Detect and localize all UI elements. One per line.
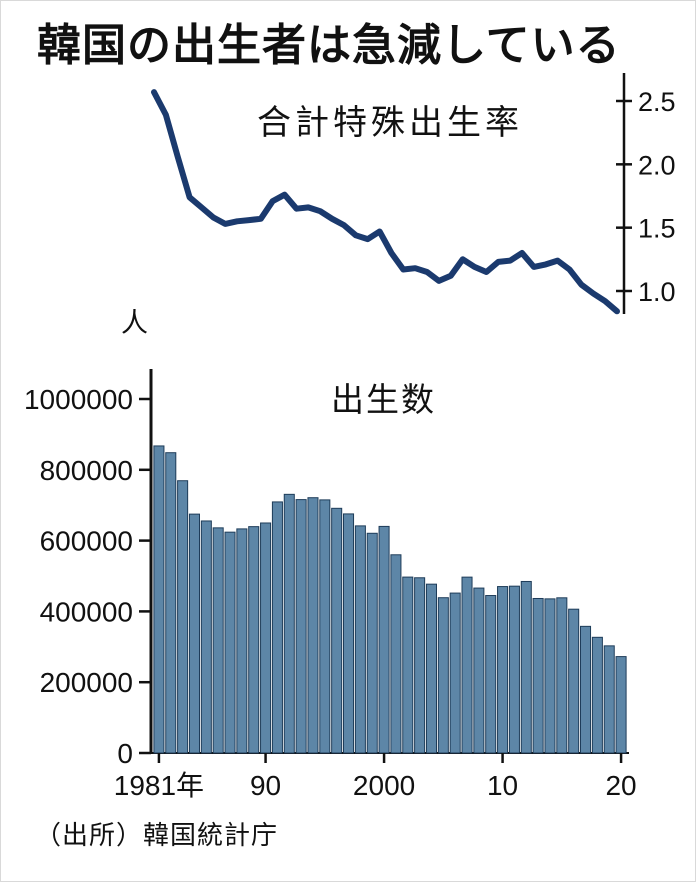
births-bar	[224, 531, 236, 754]
births-bar	[461, 576, 473, 754]
births-bar	[260, 522, 272, 754]
births-bar	[544, 598, 556, 754]
births-chart-title: 出生数	[331, 381, 436, 418]
births-bar	[354, 525, 366, 754]
births-bar	[200, 520, 212, 754]
births-bar	[615, 656, 627, 754]
births-bar	[449, 592, 461, 754]
source-note: （出所）韓国統計庁	[35, 820, 279, 850]
births-bar	[212, 527, 224, 754]
births-y-tick-label: 1000000	[24, 384, 133, 415]
births-bar	[271, 501, 283, 754]
births-bar	[343, 513, 355, 754]
figure-title: 韓国の出生者は急減している	[37, 21, 621, 70]
births-bar	[248, 526, 260, 754]
births-bar	[603, 645, 615, 754]
births-bar	[378, 525, 390, 754]
births-bar	[366, 532, 378, 754]
births-bar	[153, 445, 165, 754]
births-y-tick-label: 0	[117, 738, 133, 769]
births-bar	[402, 576, 414, 754]
fertility-y-tick-label: 1.5	[638, 214, 676, 244]
births-bar	[580, 625, 592, 754]
births-y-tick-label: 600000	[40, 526, 133, 557]
births-bar	[425, 583, 438, 754]
births-bar	[414, 577, 426, 754]
births-bar	[307, 497, 319, 754]
births-bar	[295, 499, 307, 754]
births-y-tick-label: 400000	[40, 596, 133, 627]
births-bar	[188, 513, 200, 754]
births-bar	[473, 587, 485, 754]
births-bar	[591, 636, 603, 754]
births-bar	[437, 597, 449, 754]
births-bar	[497, 586, 509, 754]
births-bar	[331, 507, 343, 754]
births-y-tick-label: 800000	[40, 455, 133, 486]
births-x-tick-label: 10	[487, 770, 518, 801]
fertility-chart-title: 合計特殊出生率	[257, 104, 523, 142]
births-x-tick-label: 1981年	[114, 770, 204, 801]
births-x-tick-label: 90	[250, 770, 281, 801]
fertility-line	[151, 89, 620, 315]
births-bar	[165, 452, 177, 754]
births-bar	[485, 595, 497, 754]
births-bar	[236, 528, 248, 754]
fertility-y-tick-label: 1.0	[638, 277, 676, 307]
births-bar	[556, 597, 568, 754]
births-bar	[390, 554, 402, 754]
fertility-y-tick-label: 2.0	[638, 150, 676, 180]
births-bar	[520, 580, 532, 754]
births-bar	[319, 499, 331, 754]
births-bar	[532, 597, 544, 754]
births-axis-unit-label: 人	[121, 308, 148, 338]
births-x-tick-label: 2000	[353, 770, 415, 801]
births-y-tick-label: 200000	[40, 667, 133, 698]
births-bar	[508, 585, 520, 754]
births-bar	[568, 608, 580, 754]
births-x-tick-label: 20	[605, 770, 636, 801]
fertility-y-tick-label: 2.5	[638, 87, 676, 117]
births-bar	[177, 480, 189, 754]
births-bar	[283, 493, 295, 754]
